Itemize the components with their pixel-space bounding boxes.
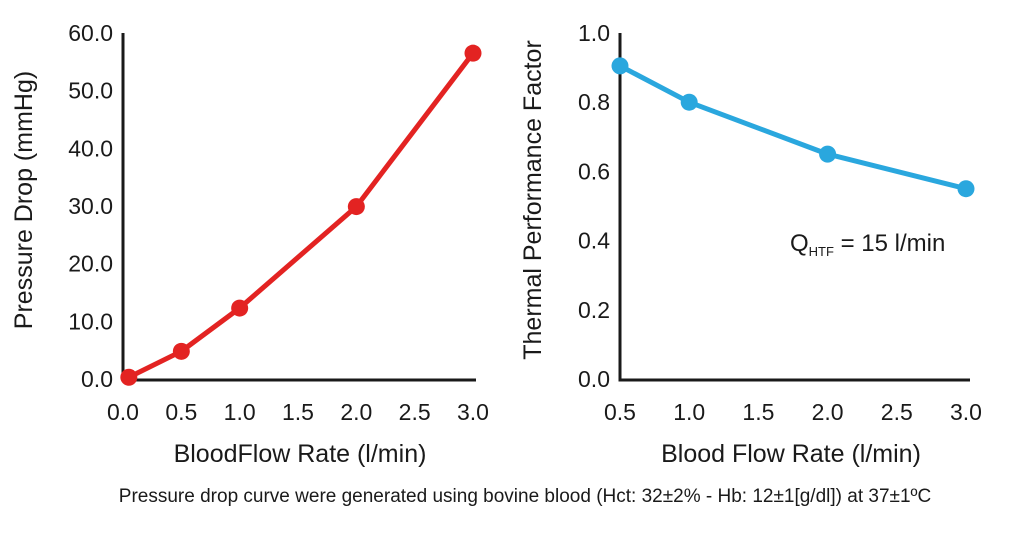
right-y-tick-labels: 0.0 0.2 0.4 0.6 0.8 1.0 (578, 20, 610, 392)
left-y-tick-label: 20.0 (68, 251, 113, 277)
right-x-tick-label: 1.0 (673, 399, 705, 425)
right-y-tick-label: 1.0 (578, 20, 610, 46)
right-y-axis-label: Thermal Performance Factor (519, 40, 547, 360)
right-x-tick-label: 1.5 (742, 399, 774, 425)
right-data-point (819, 145, 837, 163)
pressure-drop-line (126, 50, 476, 380)
right-x-axis-label: Blood Flow Rate (l/min) (661, 440, 921, 468)
left-y-tick-labels: 0.0 10.0 20.0 30.0 40.0 50.0 60.0 (68, 20, 113, 392)
right-data-point (611, 57, 629, 75)
right-y-tick-label: 0.8 (578, 89, 610, 115)
thermal-performance-chart: 0.0 0.2 0.4 0.6 0.8 1.0 0.5 1.0 1.5 2.0 2.5 3.0 Bl… (519, 20, 982, 468)
thermal-performance-line (617, 63, 969, 192)
left-y-tick-label: 0.0 (81, 366, 113, 392)
flow-annotation-main: Q (790, 230, 809, 257)
left-x-tick-label: 3.0 (457, 399, 489, 425)
left-x-tick-label: 1.0 (224, 399, 256, 425)
right-x-tick-label: 2.0 (812, 399, 844, 425)
thermal-performance-points (611, 57, 975, 198)
flow-annotation-rest: = 15 l/min (834, 230, 945, 257)
left-y-tick-label: 50.0 (68, 78, 113, 104)
left-data-point (464, 44, 482, 62)
flow-annotation-subscript: HTF (809, 244, 834, 259)
left-x-tick-label: 2.5 (399, 399, 431, 425)
left-data-point (231, 299, 249, 317)
left-x-tick-labels: 0.0 0.5 1.0 1.5 2.0 2.5 3.0 (107, 399, 489, 425)
right-data-point (680, 93, 698, 111)
left-y-tick-label: 30.0 (68, 193, 113, 219)
right-y-tick-label: 0.0 (578, 366, 610, 392)
right-x-tick-label: 3.0 (950, 399, 982, 425)
right-data-point (957, 180, 975, 198)
right-y-tick-label: 0.4 (578, 228, 610, 254)
left-x-tick-label: 1.5 (282, 399, 314, 425)
left-y-tick-label: 60.0 (68, 20, 113, 46)
left-x-tick-label: 0.5 (165, 399, 197, 425)
right-y-tick-label: 0.2 (578, 297, 610, 323)
left-x-tick-label: 2.0 (340, 399, 372, 425)
right-x-tick-labels: 0.5 1.0 1.5 2.0 2.5 3.0 (604, 399, 982, 425)
left-data-point (120, 368, 138, 386)
right-x-tick-label: 2.5 (881, 399, 913, 425)
left-data-point (172, 342, 190, 360)
left-x-tick-label: 0.0 (107, 399, 139, 425)
pressure-drop-chart: 0.0 10.0 20.0 30.0 40.0 50.0 60.0 0.0 0.5 1.0 1.5… (10, 20, 489, 468)
right-x-tick-label: 0.5 (604, 399, 636, 425)
pressure-drop-points (120, 44, 482, 386)
left-y-axis-label: Pressure Drop (mmHg) (10, 71, 38, 329)
flow-annotation: QHTF = 15 l/min (790, 230, 945, 259)
left-y-tick-label: 10.0 (68, 308, 113, 334)
left-data-point (347, 198, 365, 216)
right-y-tick-label: 0.6 (578, 158, 610, 184)
left-y-tick-label: 40.0 (68, 135, 113, 161)
left-x-axis-label: BloodFlow Rate (l/min) (174, 440, 427, 468)
figure-caption: Pressure drop curve were generated using… (119, 486, 931, 507)
